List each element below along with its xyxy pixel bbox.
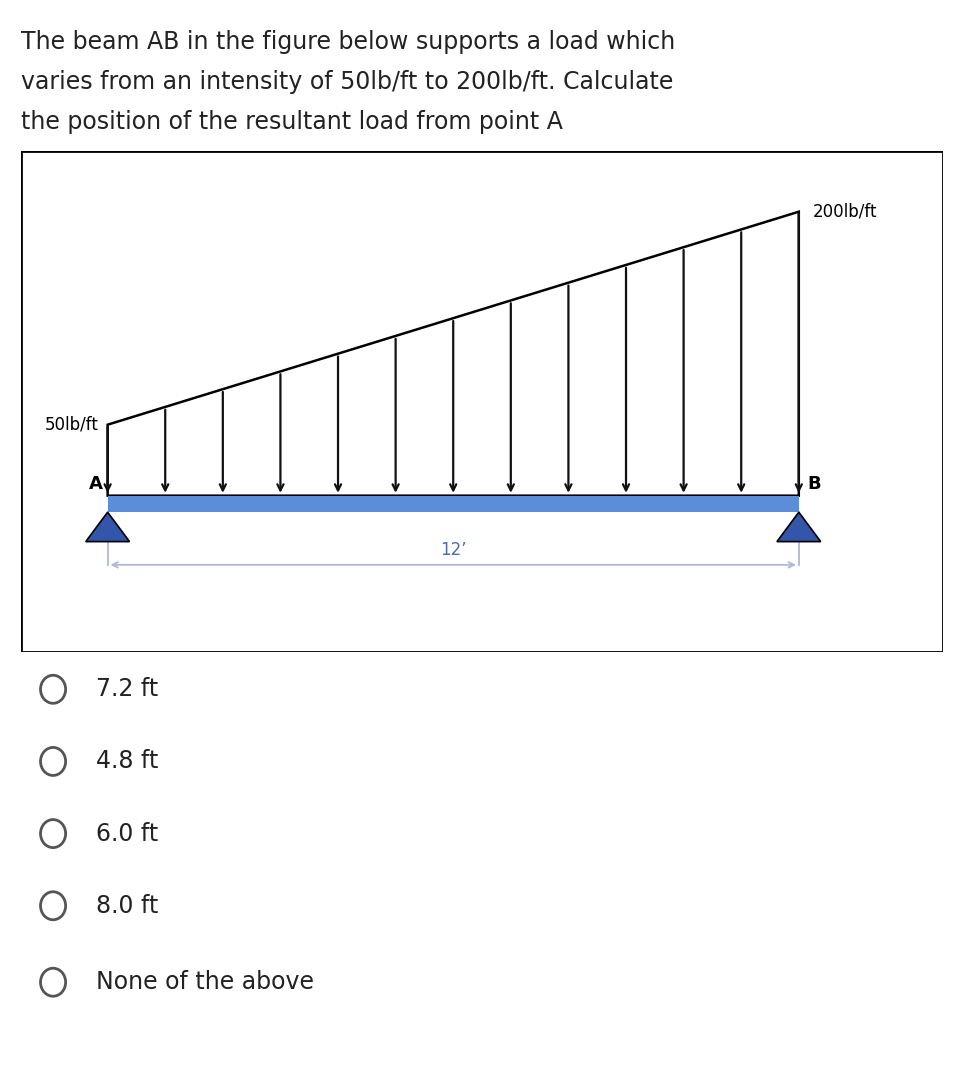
Text: 50lb/ft: 50lb/ft bbox=[45, 416, 99, 434]
Text: 4.8 ft: 4.8 ft bbox=[96, 750, 159, 773]
Polygon shape bbox=[86, 513, 129, 542]
Bar bbox=[108, 495, 799, 513]
Text: varies from an intensity of 50lb/ft to 200lb/ft. Calculate: varies from an intensity of 50lb/ft to 2… bbox=[21, 70, 674, 94]
Text: A: A bbox=[89, 475, 103, 493]
Text: the position of the resultant load from point A: the position of the resultant load from … bbox=[21, 110, 564, 134]
Polygon shape bbox=[777, 513, 820, 542]
Text: 8.0 ft: 8.0 ft bbox=[96, 894, 159, 918]
Text: None of the above: None of the above bbox=[96, 970, 315, 994]
Text: 7.2 ft: 7.2 ft bbox=[96, 677, 159, 701]
Polygon shape bbox=[108, 212, 799, 495]
Text: 12’: 12’ bbox=[440, 541, 466, 559]
Text: 200lb/ft: 200lb/ft bbox=[813, 202, 878, 221]
Text: The beam AB in the figure below supports a load which: The beam AB in the figure below supports… bbox=[21, 30, 676, 54]
Text: B: B bbox=[808, 475, 821, 493]
Text: 6.0 ft: 6.0 ft bbox=[96, 822, 159, 845]
